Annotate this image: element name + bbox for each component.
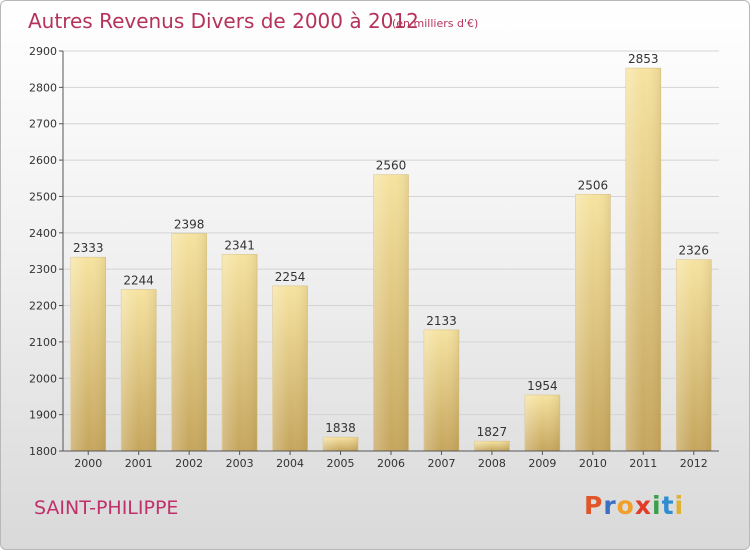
chart-subtitle: (en milliers d'€) xyxy=(392,17,479,30)
logo-letter: x xyxy=(634,491,652,520)
logo-letter: o xyxy=(616,491,635,520)
y-tick-label: 2600 xyxy=(29,154,57,167)
bar-shade-2002 xyxy=(171,233,207,451)
x-tick-label-2006: 2006 xyxy=(377,457,405,470)
bar-shade-2007 xyxy=(423,329,459,451)
y-tick-label: 2200 xyxy=(29,300,57,313)
y-tick-label: 2100 xyxy=(29,336,57,349)
bar-shade-2006 xyxy=(373,174,409,452)
x-tick-label-2000: 2000 xyxy=(74,457,102,470)
data-label-2006: 2560 xyxy=(376,159,407,173)
bar-shade-2001 xyxy=(121,289,157,451)
x-tick-label-2007: 2007 xyxy=(427,457,455,470)
logo-letter: t xyxy=(661,491,675,520)
x-tick-label-2011: 2011 xyxy=(629,457,657,470)
bar-shade-2010 xyxy=(575,194,611,452)
x-tick-label-2008: 2008 xyxy=(478,457,506,470)
data-label-2007: 2133 xyxy=(426,314,457,328)
x-tick-label-2009: 2009 xyxy=(528,457,556,470)
bar-shade-2003 xyxy=(222,254,258,451)
bar-shade-2000 xyxy=(70,257,106,451)
y-tick-label: 2500 xyxy=(29,190,57,203)
proxiti-logo: Proxiti xyxy=(584,491,684,520)
x-tick-label-2002: 2002 xyxy=(175,457,203,470)
y-tick-label: 2800 xyxy=(29,81,57,94)
data-label-2008: 1827 xyxy=(477,425,508,439)
data-label-2000: 2333 xyxy=(73,241,104,255)
bar-shade-2005 xyxy=(323,437,359,451)
data-label-2001: 2244 xyxy=(123,274,154,288)
x-tick-label-2012: 2012 xyxy=(680,457,708,470)
x-tick-label-2010: 2010 xyxy=(579,457,607,470)
bar-shade-2008 xyxy=(474,441,510,451)
y-tick-label: 2000 xyxy=(29,372,57,385)
commune-name: SAINT-PHILIPPE xyxy=(34,497,179,519)
y-tick-label: 1800 xyxy=(29,445,57,458)
y-tick-label: 2400 xyxy=(29,227,57,240)
bar-shade-2012 xyxy=(676,259,712,451)
logo-letter: i xyxy=(674,491,685,520)
x-tick-label-2004: 2004 xyxy=(276,457,304,470)
data-label-2009: 1954 xyxy=(527,379,558,393)
data-label-2012: 2326 xyxy=(678,244,709,258)
logo-letter: i xyxy=(652,491,662,520)
logo-letter: r xyxy=(603,491,617,520)
data-label-2005: 1838 xyxy=(325,421,356,435)
data-label-2003: 2341 xyxy=(224,238,255,252)
chart-title: Autres Revenus Divers de 2000 à 2012 xyxy=(28,9,419,33)
y-tick-label: 1900 xyxy=(29,409,57,422)
bars: 2333 2244 2398 2341 2254 1838 2560 2133 1827 1954… xyxy=(70,52,712,452)
x-tick-label-2003: 2003 xyxy=(226,457,254,470)
logo-letter: P xyxy=(584,491,604,520)
y-tick-label: 2700 xyxy=(29,118,57,131)
bar-shade-2009 xyxy=(524,395,560,451)
data-label-2011: 2853 xyxy=(628,52,659,66)
data-label-2002: 2398 xyxy=(174,218,205,232)
bar-shade-2004 xyxy=(272,285,308,451)
y-tick-label: 2300 xyxy=(29,263,57,276)
x-tick-label-2001: 2001 xyxy=(125,457,153,470)
data-label-2004: 2254 xyxy=(275,270,306,284)
axes: 1800 1900 2000 2100 2200 2300 2400 2500 2600 2700… xyxy=(29,45,719,470)
y-tick-label: 2900 xyxy=(29,45,57,58)
bar-shade-2011 xyxy=(625,68,661,451)
data-label-2010: 2506 xyxy=(578,178,609,192)
x-tick-label-2005: 2005 xyxy=(327,457,355,470)
